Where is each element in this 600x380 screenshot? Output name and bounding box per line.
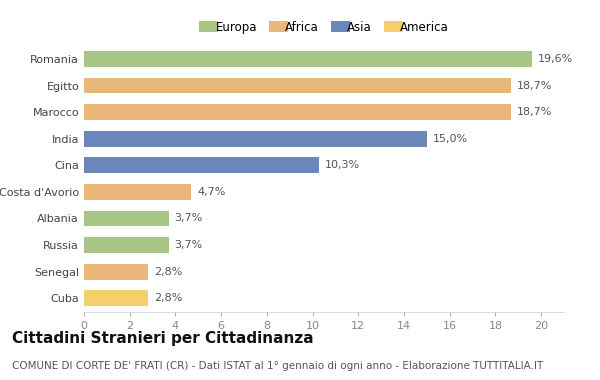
Text: COMUNE DI CORTE DE' FRATI (CR) - Dati ISTAT al 1° gennaio di ogni anno - Elabora: COMUNE DI CORTE DE' FRATI (CR) - Dati IS… bbox=[12, 361, 543, 371]
Legend: Europa, Africa, Asia, America: Europa, Africa, Asia, America bbox=[199, 21, 449, 34]
Bar bbox=[84, 211, 169, 226]
Bar bbox=[84, 131, 427, 147]
Text: 18,7%: 18,7% bbox=[517, 81, 553, 90]
Text: 2,8%: 2,8% bbox=[154, 267, 182, 277]
Bar bbox=[84, 104, 511, 120]
Bar bbox=[84, 264, 148, 280]
Text: 18,7%: 18,7% bbox=[517, 107, 553, 117]
Text: 19,6%: 19,6% bbox=[538, 54, 573, 64]
Bar bbox=[84, 290, 148, 306]
Text: 15,0%: 15,0% bbox=[433, 134, 467, 144]
Bar bbox=[84, 184, 191, 200]
Bar bbox=[84, 157, 319, 173]
Bar bbox=[84, 51, 532, 67]
Text: 3,7%: 3,7% bbox=[174, 240, 203, 250]
Bar bbox=[84, 78, 511, 93]
Bar bbox=[84, 237, 169, 253]
Text: 3,7%: 3,7% bbox=[174, 214, 203, 223]
Text: 4,7%: 4,7% bbox=[197, 187, 226, 197]
Text: 10,3%: 10,3% bbox=[325, 160, 360, 170]
Text: 2,8%: 2,8% bbox=[154, 293, 182, 303]
Text: Cittadini Stranieri per Cittadinanza: Cittadini Stranieri per Cittadinanza bbox=[12, 331, 314, 345]
